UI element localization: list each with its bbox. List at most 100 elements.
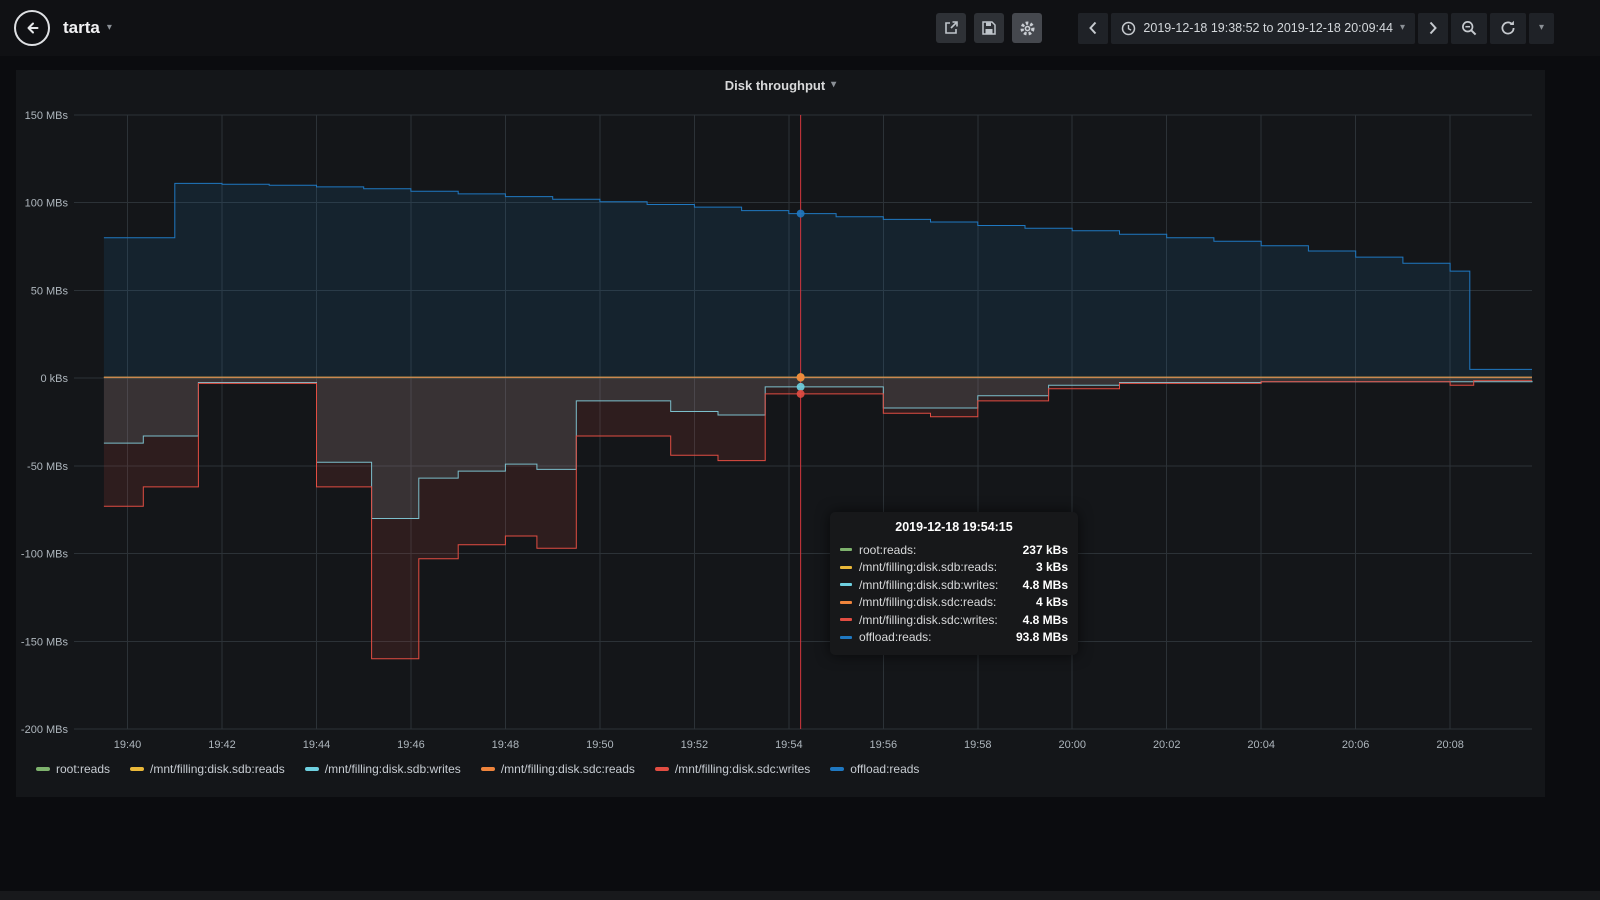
svg-text:19:50: 19:50 [586,739,614,751]
panel-header[interactable]: Disk throughput ▾ [16,70,1545,100]
tooltip-series-value: 4.8 MBs [1022,577,1068,592]
settings-button[interactable] [1012,13,1043,43]
legend-label: offload:reads [850,762,920,776]
graph-canvas: 19:40 19:42 19:44 19:46 19:48 19:50 19:52 19:54… [21,110,1533,751]
svg-text:-200 MBs: -200 MBs [21,724,69,736]
svg-text:-50 MBs: -50 MBs [27,461,68,473]
tooltip-timestamp: 2019-12-18 19:54:15 [895,520,1013,534]
legend: root:reads/mnt/filling:disk.sdb:reads/mn… [36,762,919,776]
panel-title: Disk throughput [724,77,826,93]
series-color-dash-icon [36,767,50,771]
tooltip-row: root:reads: 237 kBs [840,541,1068,559]
svg-text:19:48: 19:48 [492,739,520,751]
legend-label: /mnt/filling:disk.sdc:reads [500,762,635,776]
chevron-left-icon [1089,21,1097,35]
svg-text:20:08: 20:08 [1436,739,1464,751]
tooltip-series-label: /mnt/filling:disk.sdb:writes: [859,577,999,592]
dashboard-title[interactable]: tarta ▾ [63,18,112,38]
svg-text:20:02: 20:02 [1153,739,1181,751]
tooltip-rows: root:reads: 237 kBs/mnt/filling:disk.sdb:… [840,541,1068,646]
tooltip-row: offload:reads: 93.8 MBs [840,629,1068,647]
svg-text:-100 MBs: -100 MBs [21,549,69,561]
legend-item[interactable]: /mnt/filling:disk.sdb:reads [130,762,285,776]
series-color-dash-icon [654,767,669,771]
tooltip-series-value: 4.8 MBs [1022,612,1068,627]
share-icon [945,21,959,34]
series-color-dash-icon [304,767,319,771]
series-color-dash-icon [840,565,852,569]
svg-text:19:56: 19:56 [870,739,898,751]
zoom-out-icon [1462,21,1477,36]
legend-label: /mnt/filling:disk.sdb:writes [324,762,461,776]
series-color-dash-icon [830,767,845,771]
tooltip-series-label: offload:reads: [859,630,932,645]
svg-text:-150 MBs: -150 MBs [21,636,69,648]
svg-text:150 MBs: 150 MBs [25,110,69,122]
legend-label: /mnt/filling:disk.sdc:writes [674,762,811,776]
refresh-button[interactable] [1489,12,1526,44]
disk-throughput-graph[interactable]: 19:40 19:42 19:44 19:46 19:48 19:50 19:52 19:54… [16,100,1545,760]
series-color-dash-icon [480,767,495,771]
disk-throughput-panel: Disk throughput ▾ 19:40 19:42 19:44 19:46 19… [16,70,1545,797]
legend-item[interactable]: /mnt/filling:disk.sdb:writes [304,762,461,776]
svg-text:100 MBs: 100 MBs [25,198,69,210]
gear-icon [1020,20,1035,36]
series-color-dash-icon [840,600,852,604]
tooltip-series-label: root:reads: [859,542,917,557]
svg-text:20:06: 20:06 [1342,739,1370,751]
dashboard-title-text: tarta [63,18,100,37]
time-range-label: 2019-12-18 19:38:52 to 2019-12-18 20:09:… [1143,21,1393,35]
svg-text:19:58: 19:58 [964,739,992,751]
chevron-down-icon: ▾ [1538,22,1544,33]
svg-text:0 kBs: 0 kBs [40,373,68,385]
tooltip-row: /mnt/filling:disk.sdb:reads: 3 kBs [840,559,1068,577]
legend-item[interactable]: /mnt/filling:disk.sdc:writes [654,762,811,776]
series-color-dash-icon [130,767,145,771]
bottom-edge-strip [0,891,1600,900]
tooltip-row: /mnt/filling:disk.sdc:writes: 4.8 MBs [840,611,1068,629]
tooltip-series-value: 237 kBs [1022,542,1068,557]
time-shift-back-button[interactable] [1078,12,1109,44]
svg-text:19:52: 19:52 [681,739,709,751]
share-button[interactable] [936,13,967,43]
tooltip-series-label: /mnt/filling:disk.sdc:reads: [859,595,997,610]
legend-label: /mnt/filling:disk.sdb:reads [150,762,285,776]
series-color-dash-icon [840,548,852,552]
clock-icon [1122,21,1136,35]
legend-item[interactable]: offload:reads [830,762,919,776]
back-button[interactable] [14,10,50,46]
series-color-dash-icon [840,583,852,587]
legend-item[interactable]: root:reads [36,762,110,776]
series-color-dash-icon [840,635,852,639]
tooltip-series-value: 93.8 MBs [1015,630,1068,645]
svg-text:20:00: 20:00 [1058,739,1086,751]
time-shift-forward-button[interactable] [1417,12,1448,44]
chevron-right-icon [1429,21,1437,35]
tooltip-row: /mnt/filling:disk.sdb:writes: 4.8 MBs [840,576,1068,594]
svg-text:50 MBs: 50 MBs [31,285,69,297]
svg-text:20:04: 20:04 [1247,739,1275,751]
legend-item[interactable]: /mnt/filling:disk.sdc:reads [480,762,635,776]
graph-tooltip: 2019-12-18 19:54:15 root:reads: 237 kBs/m… [830,512,1078,655]
panel-menu-caret-icon: ▾ [831,79,837,90]
save-icon [982,21,997,35]
legend-label: root:reads [56,762,111,776]
tooltip-series-value: 3 kBs [1035,560,1068,575]
chevron-down-icon: ▾ [106,22,112,33]
time-range-picker[interactable]: 2019-12-18 19:38:52 to 2019-12-18 20:09:… [1111,12,1415,44]
arrow-left-icon [27,22,39,34]
tooltip-row: /mnt/filling:disk.sdc:reads: 4 kBs [840,594,1068,612]
refresh-interval-dropdown[interactable]: ▾ [1528,12,1554,44]
tooltip-series-value: 4 kBs [1035,595,1068,610]
refresh-icon [1501,20,1515,35]
svg-text:19:42: 19:42 [208,739,236,751]
save-button[interactable] [974,13,1005,43]
zoom-out-button[interactable] [1450,12,1487,44]
time-controls: 2019-12-18 19:38:52 to 2019-12-18 20:09:… [1078,12,1554,44]
tooltip-series-label: /mnt/filling:disk.sdc:writes: [859,612,998,627]
svg-text:19:40: 19:40 [114,739,142,751]
tooltip-series-label: /mnt/filling:disk.sdb:reads: [859,560,998,575]
series-color-dash-icon [840,618,852,622]
navbar: tarta ▾ 2019-12-18 19:38:52 to 2019-12-1… [0,0,1600,56]
navbar-actions: 2019-12-18 19:38:52 to 2019-12-18 20:09:… [936,12,1554,44]
